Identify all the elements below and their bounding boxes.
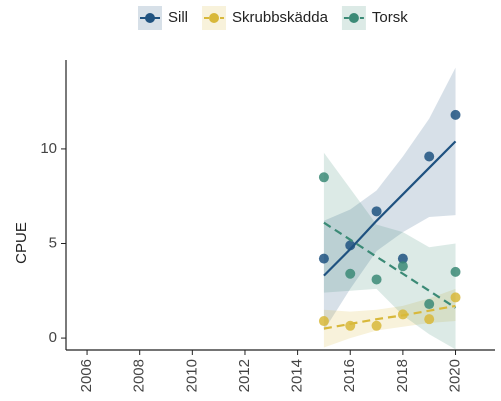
point (345, 268, 356, 279)
point (424, 299, 435, 310)
legend-label: Skrubbskädda (232, 9, 329, 26)
point (450, 266, 461, 277)
confidence-band (323, 67, 456, 331)
point (397, 253, 408, 264)
point (397, 309, 408, 320)
legend-label: Torsk (372, 9, 408, 26)
trend-line (323, 221, 457, 309)
confidence-band (323, 152, 456, 350)
trend-line (323, 304, 456, 330)
point (371, 206, 382, 217)
y-tick-label: 5 (49, 234, 57, 251)
point (450, 292, 461, 303)
point (397, 261, 408, 272)
legend-key-dot (209, 13, 220, 23)
x-tick-label: 2012 (236, 359, 253, 392)
legend-key-dot (145, 13, 155, 23)
point (318, 316, 329, 327)
x-tick-label: 2010 (183, 359, 200, 392)
y-axis-label: CPUE (13, 222, 30, 264)
point (424, 314, 435, 325)
x-tick-label: 2018 (394, 359, 411, 392)
point (345, 240, 356, 251)
y-tick-label: 10 (40, 140, 57, 157)
point (371, 274, 382, 285)
x-tick-label: 2008 (131, 359, 148, 392)
legend-label: Sill (168, 9, 188, 26)
x-tick-label: 2016 (341, 359, 358, 392)
legend-key-dot (348, 13, 359, 23)
point (450, 109, 461, 120)
trend-line (323, 140, 457, 277)
x-tick-label: 2020 (446, 359, 463, 392)
point (345, 320, 356, 331)
point (318, 172, 329, 183)
x-tick-label: 2014 (289, 359, 306, 392)
y-tick-label: 0 (49, 329, 57, 346)
x-tick-label: 2006 (78, 359, 95, 392)
point (424, 151, 435, 162)
point (371, 320, 382, 331)
point (318, 253, 329, 264)
